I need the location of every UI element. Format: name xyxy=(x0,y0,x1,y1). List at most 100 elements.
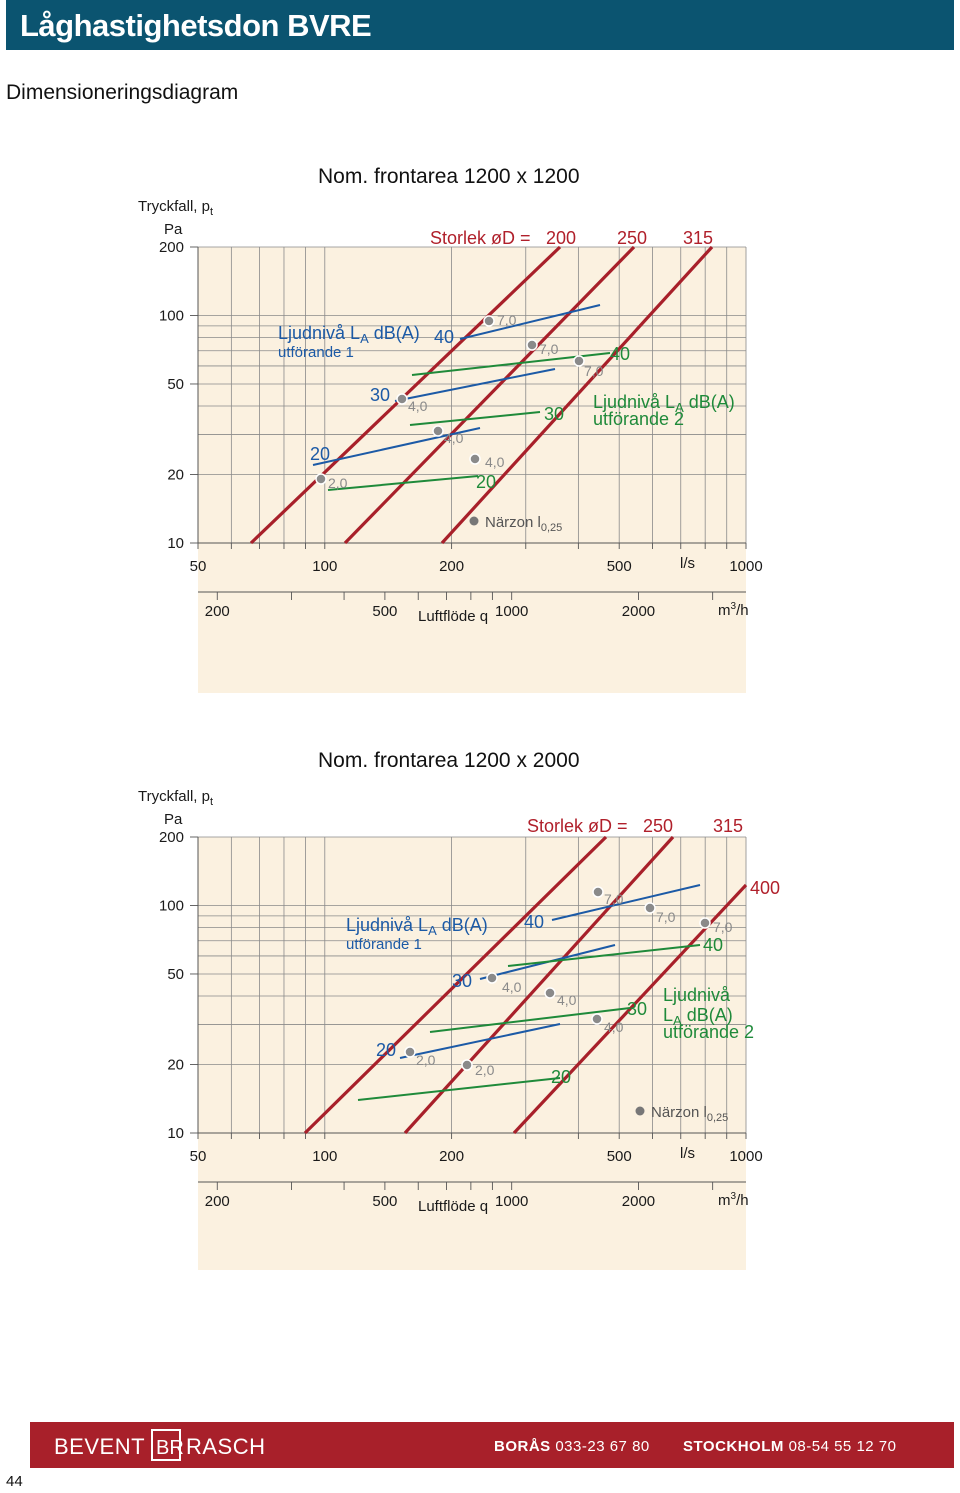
x-tick-label-m3h: 500 xyxy=(372,603,397,620)
x-tick-label-ls: 100 xyxy=(312,558,337,575)
bevent-rasch-logo: BEVENT BR RASCH xyxy=(54,1429,266,1461)
size-label-250: 250 xyxy=(617,228,647,248)
velocity-marker xyxy=(461,1059,473,1071)
y-tick-label: 100 xyxy=(159,897,184,914)
y-tick-label: 10 xyxy=(167,535,184,552)
velocity-label: 2,0 xyxy=(475,1062,495,1078)
grid xyxy=(197,836,747,1134)
x-unit-m3h: m3/h xyxy=(718,1191,749,1209)
sound-line-2-30 xyxy=(429,1007,631,1033)
velocity-marker xyxy=(432,425,444,437)
velocity-label: 2,0 xyxy=(328,475,348,491)
near-zone-legend: Närzon l0,25 xyxy=(635,1104,728,1124)
legend-utforande-1: Ljudnivå LA dB(A) utförande 1 xyxy=(346,915,488,953)
x-axis-label: Luftflöde q xyxy=(418,1198,488,1215)
legend-utforande-1: Ljudnivå LA dB(A) utförande 1 xyxy=(278,323,420,361)
page-title: Låghastighetsdon BVRE xyxy=(20,8,372,43)
x-tick-label-ls: 1000 xyxy=(729,1148,762,1165)
sound-label-2-30: 30 xyxy=(627,999,647,1019)
velocity-marker xyxy=(526,339,538,351)
x-axis-label: Luftflöde q xyxy=(418,608,488,625)
velocity-marker xyxy=(592,886,604,898)
sound-label-1-20: 20 xyxy=(376,1040,396,1060)
y-tick-label: 50 xyxy=(167,376,184,393)
y-tick-label: 200 xyxy=(159,239,184,256)
sound-line-2-20 xyxy=(357,1077,561,1101)
velocity-marker xyxy=(404,1046,416,1058)
velocity-marker xyxy=(469,453,481,465)
footer-contact-boras: BORÅS 033-23 67 80 xyxy=(494,1438,650,1455)
sound-line-1-20 xyxy=(312,427,481,466)
sound-label-1-40: 40 xyxy=(434,327,454,347)
size-label-200: 200 xyxy=(546,228,576,248)
x-tick-label-m3h: 200 xyxy=(205,603,230,620)
near-zone-legend: Närzon l0,25 xyxy=(469,514,562,534)
grid xyxy=(197,246,747,544)
velocity-marker xyxy=(699,917,711,929)
x-unit-ls: l/s xyxy=(680,1145,695,1162)
velocity-marker xyxy=(544,987,556,999)
sound-line-2-40 xyxy=(507,944,701,967)
x-tick-label-ls: 1000 xyxy=(729,558,762,575)
velocity-label: 4,0 xyxy=(408,398,428,414)
velocity-label: 4,0 xyxy=(557,992,577,1008)
y-axis: 10 20 50 100 200 xyxy=(159,239,198,552)
svg-text:Ljudnivå LA dB(A): Ljudnivå LA dB(A) xyxy=(278,323,420,346)
sound-line-1-40 xyxy=(459,304,601,340)
svg-text:Närzon l0,25: Närzon l0,25 xyxy=(651,1104,728,1124)
sound-label-1-30: 30 xyxy=(370,385,390,405)
velocity-marker xyxy=(591,1013,603,1025)
size-label-315: 315 xyxy=(713,816,743,836)
sound-line-1-40 xyxy=(551,884,701,921)
velocity-label: 7,0 xyxy=(713,919,733,935)
sound-label-1-20: 20 xyxy=(310,444,330,464)
svg-text:RASCH: RASCH xyxy=(186,1434,266,1459)
size-prefix: Storlek øD = xyxy=(527,816,628,836)
velocity-label: 2,0 xyxy=(416,1052,436,1068)
velocity-marker xyxy=(573,355,585,367)
y-axis-label: Tryckfall, pt xyxy=(138,198,213,218)
sound-label-2-20: 20 xyxy=(476,472,496,492)
legend-utforande-2: Ljudnivå LA dB(A) utförande 2 xyxy=(663,985,754,1042)
x-axis-m3h: 200 500 1000 2000 xyxy=(198,1181,746,1210)
x-tick-label-m3h: 500 xyxy=(372,1193,397,1210)
svg-text:utförande 2: utförande 2 xyxy=(593,409,684,429)
legend-utforande-2: Ljudnivå LA dB(A) utförande 2 xyxy=(593,392,735,429)
svg-text:Ljudnivå LA dB(A): Ljudnivå LA dB(A) xyxy=(593,392,735,415)
footer-contact-stockholm: STOCKHOLM 08-54 55 12 70 xyxy=(683,1438,897,1455)
sound-label-2-40: 40 xyxy=(703,935,723,955)
velocity-marker xyxy=(396,393,408,405)
x-unit-m3h: m3/h xyxy=(718,601,749,619)
velocity-label: 7,0 xyxy=(584,363,604,379)
x-tick-label-ls: 200 xyxy=(439,558,464,575)
velocity-label: 4,0 xyxy=(485,454,505,470)
x-tick-label-ls: 200 xyxy=(439,1148,464,1165)
page-subtitle: Dimensioneringsdiagram xyxy=(6,81,239,104)
svg-text:BEVENT: BEVENT xyxy=(54,1434,145,1459)
velocity-label: 4,0 xyxy=(444,430,464,446)
size-label-315: 315 xyxy=(683,228,713,248)
svg-text:Närzon l0,25: Närzon l0,25 xyxy=(485,514,562,534)
svg-text:utförande 1: utförande 1 xyxy=(278,344,354,361)
sound-line-2-20 xyxy=(327,475,479,491)
chart-title: Nom. frontarea 1200 x 1200 xyxy=(318,165,580,188)
velocity-marker xyxy=(644,902,656,914)
duct-line-315 xyxy=(440,245,714,545)
velocity-marker xyxy=(486,972,498,984)
svg-text:BR: BR xyxy=(156,1437,184,1459)
velocity-label: 7,0 xyxy=(497,312,517,328)
svg-text:Ljudnivå LA dB(A): Ljudnivå LA dB(A) xyxy=(346,915,488,938)
y-tick-label: 20 xyxy=(167,1057,184,1074)
size-label-250: 250 xyxy=(643,816,673,836)
x-tick-label-m3h: 2000 xyxy=(622,1193,655,1210)
y-tick-label: 10 xyxy=(167,1125,184,1142)
size-label-400: 400 xyxy=(750,878,780,898)
sound-label-2-40: 40 xyxy=(610,344,630,364)
x-tick-label-ls: 500 xyxy=(607,1148,632,1165)
y-axis-unit: Pa xyxy=(164,811,183,828)
velocity-label: 4,0 xyxy=(502,979,522,995)
x-tick-label-ls: 500 xyxy=(607,558,632,575)
svg-text:LA dB(A): LA dB(A) xyxy=(663,1005,733,1028)
